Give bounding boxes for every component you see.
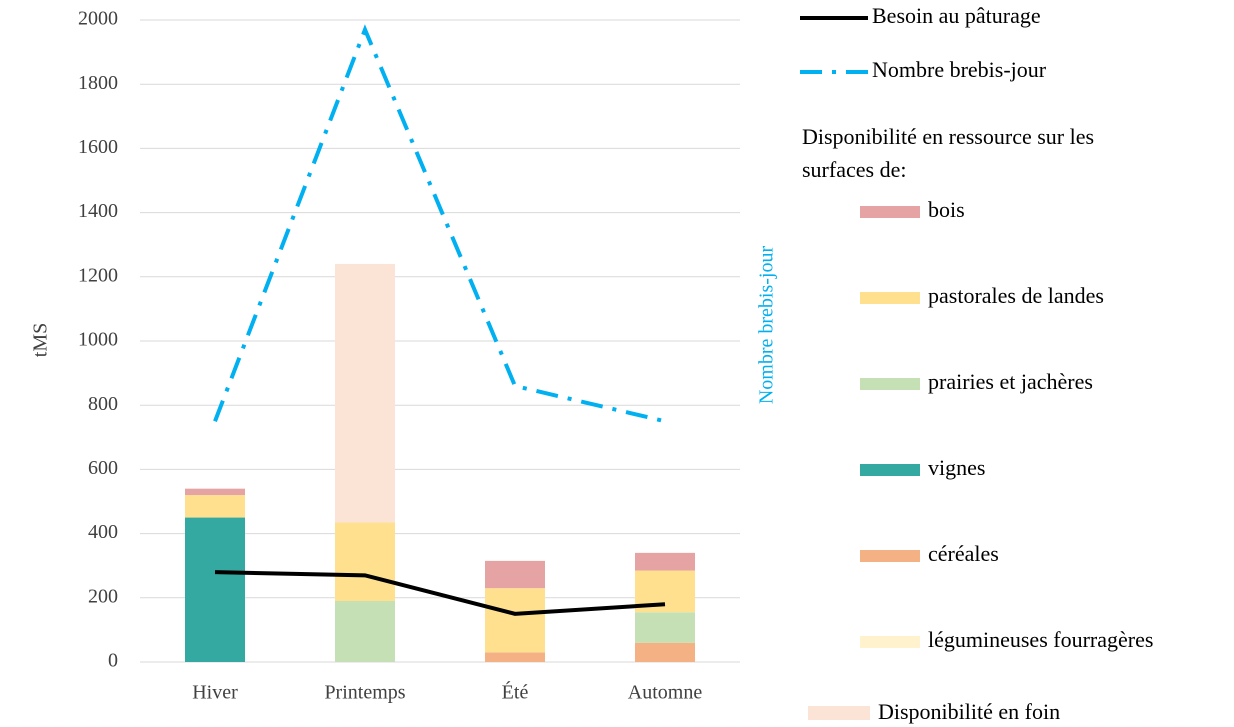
bar-segment [485, 588, 545, 652]
legend-swatch [860, 378, 920, 390]
y-tick-label: 800 [88, 393, 118, 415]
y-tick-label: 0 [108, 650, 118, 672]
legend-label: Nombre brebis-jour [872, 57, 1047, 82]
legend-swatch [860, 464, 920, 476]
bar-segment [185, 489, 245, 495]
bar-segment [185, 495, 245, 517]
y2-axis-label: Nombre brebis-jour [756, 246, 778, 405]
page: 0 200 400 600 800 1000 1200 1400 1600 1800 2000 tMS… [0, 0, 1234, 727]
legend-label: vignes [928, 455, 985, 480]
legend-label: céréales [928, 541, 999, 566]
legend-label: prairies et jachères [928, 369, 1093, 394]
y-tick-label: 600 [88, 457, 118, 479]
bar-segment [335, 264, 395, 522]
y-tick-label: 1200 [78, 264, 118, 286]
y-axis-label: tMS [30, 323, 52, 357]
legend-label: pastorales de landes [928, 283, 1104, 308]
bar-segment [335, 522, 395, 601]
legend-swatch [860, 292, 920, 304]
legend-title: Disponibilité en ressource sur les surfa… [802, 120, 1152, 186]
legend-label: Besoin au pâturage [872, 3, 1041, 28]
x-tick-label: Automne [628, 682, 703, 704]
x-tick-label: Hiver [192, 682, 238, 704]
bar-segment [635, 553, 695, 571]
legend-label: légumineuses fourragères [928, 627, 1153, 652]
y-tick-label: 1800 [78, 72, 118, 94]
y-tick-label: 1600 [78, 136, 118, 158]
y-tick-label: 1000 [78, 329, 118, 351]
legend-label: bois [928, 197, 965, 222]
line-series [215, 30, 665, 422]
legend-label: Disponibilité en foin [878, 699, 1060, 724]
y-tick-label: 1400 [78, 200, 118, 222]
bar-segment [485, 561, 545, 588]
bar-segment [635, 612, 695, 642]
legend-swatch [808, 706, 870, 720]
x-tick-label: Été [502, 681, 529, 704]
line-series [215, 572, 665, 614]
legend-swatch [860, 550, 920, 562]
x-tick-label: Printemps [324, 682, 405, 704]
legend-swatch [860, 636, 920, 648]
legend-swatch [860, 206, 920, 218]
y-tick-label: 200 [88, 585, 118, 607]
y-tick-label: 2000 [78, 8, 118, 30]
bar-segment [635, 643, 695, 662]
bar-segment [485, 652, 545, 662]
chart: 0 200 400 600 800 1000 1200 1400 1600 1800 2000 tMS… [0, 0, 1234, 727]
bar-segment [335, 601, 395, 662]
y-tick-label: 400 [88, 521, 118, 543]
bar-segment [185, 518, 245, 662]
